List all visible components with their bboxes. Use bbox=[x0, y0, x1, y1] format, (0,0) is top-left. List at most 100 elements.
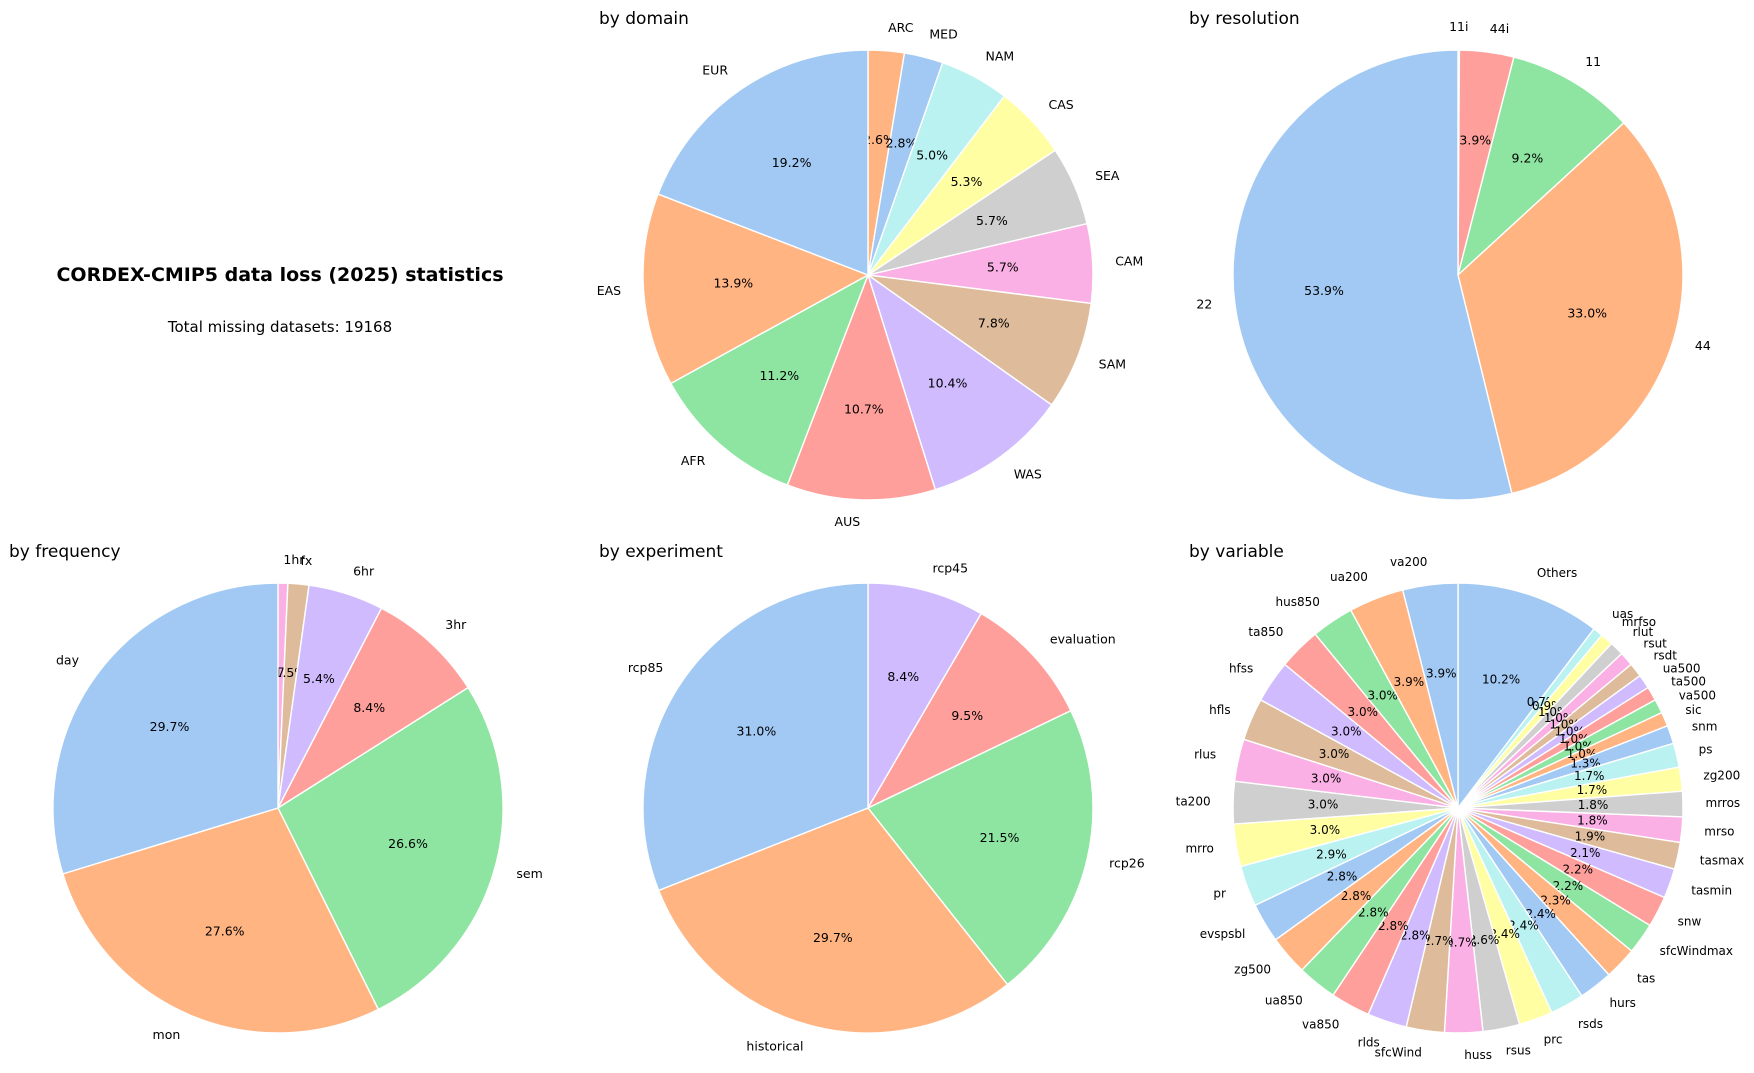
slice-percent: 3.0% bbox=[1310, 823, 1341, 837]
slice-percent: 3.0% bbox=[1311, 772, 1342, 786]
slice-label: hus850 bbox=[1276, 595, 1320, 609]
slice-label: ta500 bbox=[1671, 675, 1706, 689]
pie-slice-eas bbox=[642, 193, 870, 385]
slice-label: huss bbox=[1464, 1048, 1492, 1062]
pie-title: by experiment bbox=[599, 542, 723, 562]
slice-percent: 21.5% bbox=[980, 830, 1020, 845]
slice-percent: 29.7% bbox=[150, 719, 190, 734]
slice-label: mrro bbox=[1185, 842, 1213, 856]
slice-percent: 3.0% bbox=[1348, 705, 1379, 719]
slice-label: mrros bbox=[1706, 796, 1741, 810]
slice-label: EUR bbox=[702, 62, 728, 77]
slice-label: CAS bbox=[1049, 97, 1074, 112]
slice-label: 44 bbox=[1695, 338, 1711, 353]
slice-label: 6hr bbox=[353, 564, 375, 579]
slice-label: hurs bbox=[1610, 996, 1636, 1010]
pie-slice-rcp26 bbox=[866, 709, 1094, 986]
slice-percent: 2.9% bbox=[1316, 847, 1347, 861]
slice-label: rlds bbox=[1358, 1035, 1380, 1049]
slice-percent: 8.4% bbox=[353, 700, 385, 715]
slice-label: AFR bbox=[681, 453, 706, 468]
slice-label: ua500 bbox=[1663, 661, 1701, 675]
slice-percent: 31.0% bbox=[737, 724, 777, 739]
slice-label: ps bbox=[1699, 742, 1713, 756]
pie-slice-mon bbox=[61, 807, 380, 1034]
slice-label: MED bbox=[929, 27, 957, 42]
slice-percent: 7.8% bbox=[978, 316, 1010, 331]
slice-label: ua200 bbox=[1330, 570, 1368, 584]
slice-label: 44i bbox=[1490, 21, 1509, 36]
slice-percent: 13.9% bbox=[713, 276, 753, 291]
slice-label: WAS bbox=[1014, 467, 1042, 482]
slice-percent: 2.8% bbox=[1358, 906, 1389, 920]
slice-label: tas bbox=[1637, 971, 1655, 985]
slice-label: ua850 bbox=[1265, 993, 1303, 1007]
slice-label: 3hr bbox=[445, 617, 467, 632]
slice-label: mrfso bbox=[1622, 615, 1656, 629]
slice-label: 22 bbox=[1196, 296, 1212, 311]
slice-label: NAM bbox=[986, 49, 1015, 64]
pie-title: by variable bbox=[1189, 542, 1284, 562]
slice-label: evaluation bbox=[1050, 632, 1116, 647]
pie-slice-va200 bbox=[1401, 582, 1459, 809]
slice-percent: 9.2% bbox=[1512, 151, 1544, 166]
slice-label: va850 bbox=[1302, 1018, 1339, 1032]
slice-label: rlut bbox=[1633, 625, 1654, 639]
slice-percent: 53.9% bbox=[1304, 283, 1344, 298]
slice-label: va200 bbox=[1390, 555, 1427, 569]
slice-percent: 3.9% bbox=[1394, 675, 1425, 689]
slice-label: sic bbox=[1685, 703, 1701, 717]
pie-slice-historical bbox=[657, 807, 1009, 1034]
pie-panel-by-domain: by domain ARC 2.6% MED 2.8% NAM 5.0% CAS 5.3% SEA… bbox=[597, 9, 1144, 529]
slice-label: rcp26 bbox=[1109, 855, 1145, 870]
slice-percent: 1.8% bbox=[1577, 814, 1608, 828]
slice-percent: 2.4% bbox=[1508, 919, 1539, 933]
slice-percent: 2.7% bbox=[1446, 936, 1477, 950]
slice-label: ARC bbox=[888, 20, 914, 35]
slice-percent: 1.8% bbox=[1578, 798, 1609, 812]
slice-label: evspsbl bbox=[1200, 927, 1246, 941]
slice-percent: 33.0% bbox=[1567, 306, 1607, 321]
slice-percent: 5.3% bbox=[951, 174, 983, 189]
slice-percent: 19.2% bbox=[772, 155, 812, 170]
slice-percent: 10.2% bbox=[1482, 673, 1520, 687]
slice-label: rsut bbox=[1643, 637, 1667, 651]
pie-slice-eur bbox=[657, 49, 869, 277]
slice-percent: 2.3% bbox=[1540, 894, 1571, 908]
pie-slice-44 bbox=[1457, 121, 1684, 495]
slice-percent: 11.2% bbox=[759, 368, 799, 383]
slice-label: Others bbox=[1537, 566, 1577, 580]
slice-label: day bbox=[56, 652, 80, 667]
slice-label: hfls bbox=[1209, 703, 1230, 717]
pie-slice-was bbox=[866, 273, 1053, 491]
slice-label: mrso bbox=[1704, 825, 1734, 839]
slice-label: CAM bbox=[1115, 254, 1143, 269]
slice-percent: 2.8% bbox=[1400, 929, 1431, 943]
pie-slice-day bbox=[52, 582, 279, 875]
pie-slice-sem bbox=[277, 686, 504, 1011]
pie-slice-3hr bbox=[276, 607, 470, 810]
pie-slice-sam bbox=[867, 274, 1092, 406]
pie-slice-rcp85 bbox=[642, 582, 869, 892]
slice-label: sfcWindmax bbox=[1660, 944, 1733, 958]
slice-label: rsdt bbox=[1654, 649, 1678, 663]
slice-percent: 2.8% bbox=[1378, 919, 1409, 933]
slice-label: AUS bbox=[835, 514, 861, 529]
slice-label: ta850 bbox=[1248, 625, 1283, 639]
slice-label: 11 bbox=[1585, 54, 1601, 69]
slice-percent: 10.7% bbox=[844, 401, 884, 416]
slice-label: rsds bbox=[1578, 1017, 1603, 1031]
pie-slice-rcp45 bbox=[867, 582, 983, 811]
slice-percent: 2.2% bbox=[1553, 879, 1584, 893]
slice-label: 1hr bbox=[283, 552, 305, 567]
slice-label: SEA bbox=[1095, 168, 1120, 183]
slice-percent: 9.5% bbox=[951, 708, 983, 723]
pie-slice-evaluation bbox=[866, 612, 1072, 810]
pie-slice-afr bbox=[669, 273, 870, 486]
pie-slice-aus bbox=[786, 272, 937, 501]
pie-panel-by-resolution: by resolution11i0.1%44i3.9%119.2%4433.0%… bbox=[1189, 9, 1711, 501]
slice-label: 11i bbox=[1449, 19, 1468, 34]
slice-label: tasmin bbox=[1691, 884, 1732, 898]
slice-percent: 2.6% bbox=[1469, 933, 1500, 947]
